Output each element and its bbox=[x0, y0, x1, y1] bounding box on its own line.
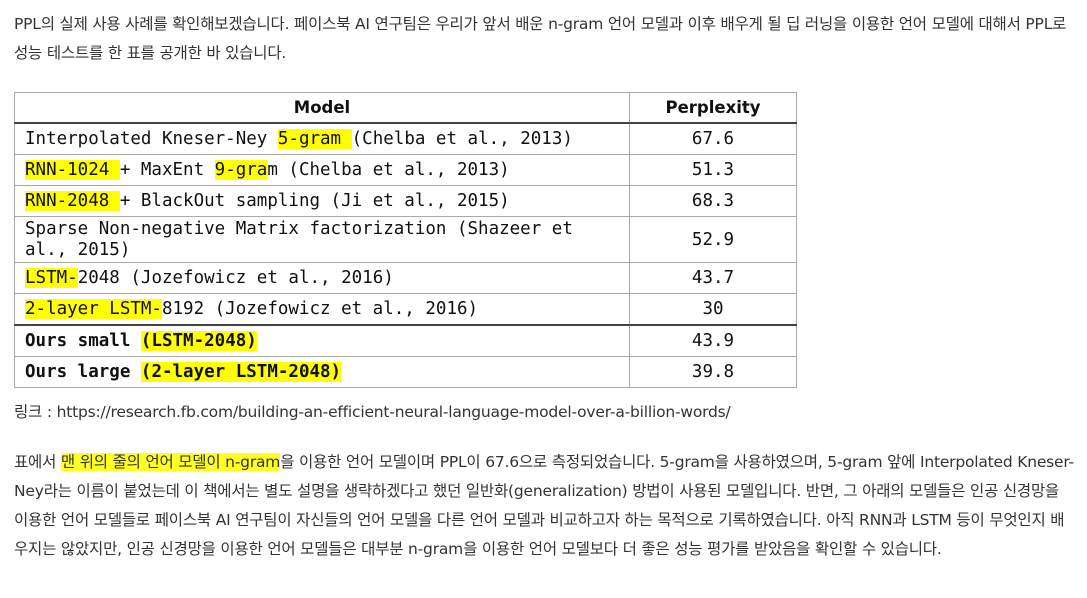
model-cell: Ours large (2-layer LSTM-2048) bbox=[14, 356, 630, 388]
highlight-mark: RNN-1024 bbox=[25, 159, 120, 180]
table-header-row: Model Perplexity bbox=[14, 92, 797, 124]
model-cell: 2-layer LSTM-8192 (Jozefowicz et al., 20… bbox=[14, 293, 630, 326]
model-cell: Interpolated Kneser-Ney 5-gram (Chelba e… bbox=[14, 122, 630, 155]
perplexity-value: 52.9 bbox=[629, 216, 797, 263]
table-row: RNN-2048 + BlackOut sampling (Ji et al.,… bbox=[14, 185, 797, 217]
model-cell: RNN-1024 + MaxEnt 9-gram (Chelba et al.,… bbox=[14, 154, 630, 186]
perplexity-value: 67.6 bbox=[629, 122, 797, 155]
highlight-mark: RNN-2048 bbox=[25, 190, 120, 211]
table-row: 2-layer LSTM-8192 (Jozefowicz et al., 20… bbox=[14, 293, 797, 326]
perplexity-value: 43.7 bbox=[629, 262, 797, 294]
highlight-mark: (LSTM-2048) bbox=[140, 330, 257, 351]
highlight-mark: 5-gram bbox=[277, 128, 352, 149]
highlight-mark: (2-layer LSTM-2048) bbox=[140, 361, 342, 382]
model-cell: RNN-2048 + BlackOut sampling (Ji et al.,… bbox=[14, 185, 630, 217]
perplexity-value: 68.3 bbox=[629, 185, 797, 217]
perplexity-column-header: Perplexity bbox=[629, 92, 797, 124]
highlight-mark: LSTM- bbox=[25, 267, 78, 288]
table-row: LSTM-2048 (Jozefowicz et al., 2016) 43.7 bbox=[14, 262, 797, 294]
intro-paragraph: PPL의 실제 사용 사례를 확인해보겠습니다. 페이스북 AI 연구팀은 우리… bbox=[14, 15, 1067, 62]
model-cell: LSTM-2048 (Jozefowicz et al., 2016) bbox=[14, 262, 630, 294]
model-column-header: Model bbox=[14, 92, 630, 124]
table-row: Interpolated Kneser-Ney 5-gram (Chelba e… bbox=[14, 122, 797, 155]
perplexity-value: 43.9 bbox=[629, 324, 797, 357]
highlight-mark: 2-layer LSTM- bbox=[25, 298, 162, 319]
highlight-mark: 9-gra bbox=[214, 159, 268, 180]
source-link-line: 링크 : https://research.fb.com/building-an… bbox=[14, 403, 731, 421]
perplexity-value: 51.3 bbox=[629, 154, 797, 186]
body-paragraph: 표에서 맨 위의 줄의 언어 모델이 n-gram을 이용한 언어 모델이며 P… bbox=[14, 453, 1074, 558]
perplexity-table: Model Perplexity Interpolated Kneser-Ney… bbox=[14, 92, 797, 388]
highlight-mark: 맨 위의 줄의 언어 모델이 n-gram bbox=[60, 453, 281, 471]
perplexity-value: 30 bbox=[629, 293, 797, 326]
table-row: Ours small (LSTM-2048) 43.9 bbox=[14, 324, 797, 357]
table-row: RNN-1024 + MaxEnt 9-gram (Chelba et al.,… bbox=[14, 154, 797, 186]
model-cell: Ours small (LSTM-2048) bbox=[14, 324, 630, 357]
model-cell: Sparse Non-negative Matrix factorization… bbox=[14, 216, 630, 263]
table-row: Ours large (2-layer LSTM-2048) 39.8 bbox=[14, 356, 797, 388]
perplexity-value: 39.8 bbox=[629, 356, 797, 388]
table-row: Sparse Non-negative Matrix factorization… bbox=[14, 216, 797, 263]
